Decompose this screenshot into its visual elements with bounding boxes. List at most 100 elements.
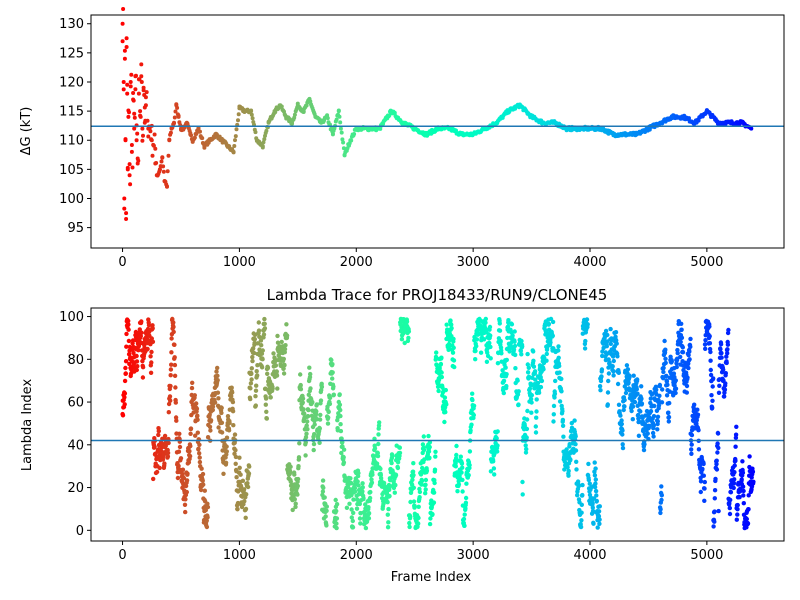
delta-g-point (121, 7, 126, 11)
delta-g-point (159, 159, 164, 164)
lambda-point (463, 500, 469, 505)
delta-g-point (127, 162, 132, 167)
lambda-point (556, 348, 561, 353)
lambda-y-tick-label: 100 (59, 310, 84, 325)
lambda-point (263, 402, 268, 407)
lambda-point (659, 400, 665, 405)
lambda-point (303, 435, 309, 440)
lambda-point (722, 394, 727, 399)
lambda-point (310, 399, 315, 405)
lambda-point (351, 510, 356, 516)
lambda-point (551, 419, 556, 424)
lambda-point (512, 339, 517, 344)
lambda-point (488, 356, 493, 361)
lambda-point (176, 463, 181, 469)
delta-g-y-tick-label: 100 (59, 192, 84, 207)
lambda-point (680, 345, 685, 350)
lambda-point (566, 473, 571, 478)
lambda-point (248, 381, 254, 386)
lambda-point (281, 366, 286, 371)
lambda-point (140, 365, 146, 370)
lambda-point (298, 372, 303, 377)
lambda-point (687, 357, 692, 362)
lambda-point (721, 367, 726, 372)
lambda-point (590, 501, 595, 506)
lambda-point (539, 378, 545, 384)
lambda-point (686, 352, 691, 358)
lambda-point (195, 413, 200, 418)
lambda-point (621, 407, 626, 413)
lambda-point (138, 333, 143, 339)
lambda-point (172, 355, 177, 360)
lambda-point (519, 352, 524, 357)
lambda-point (183, 483, 189, 489)
lambda-point (233, 461, 238, 466)
lambda-point (252, 340, 257, 346)
lambda-plot-frame (90, 307, 785, 542)
lambda-point (168, 373, 173, 378)
lambda-point (287, 470, 293, 475)
lambda-point (263, 396, 269, 401)
lambda-point (535, 380, 541, 386)
delta-g-point (166, 153, 171, 158)
lambda-point (608, 326, 613, 332)
lambda-point (639, 401, 645, 406)
lambda-point (235, 507, 240, 512)
lambda-point (488, 469, 494, 474)
lambda-point (586, 477, 591, 483)
lambda-point (634, 387, 639, 392)
lambda-point (664, 379, 670, 384)
lambda-point (592, 484, 598, 490)
lambda-point (312, 432, 317, 437)
lambda-point (526, 374, 532, 379)
lambda-point (288, 464, 293, 469)
lambda-point (456, 482, 462, 487)
lambda-point (523, 443, 528, 448)
lambda-point (600, 349, 605, 354)
delta-g-point (145, 118, 150, 123)
lambda-point (610, 364, 615, 369)
lambda-point (622, 397, 627, 403)
lambda-point (215, 373, 220, 378)
lambda-point (609, 336, 614, 341)
lambda-point (689, 451, 694, 456)
lambda-point (247, 464, 252, 469)
lambda-point (586, 461, 591, 467)
lambda-point (173, 400, 178, 405)
delta-g-point (198, 129, 202, 134)
lambda-point (412, 504, 417, 509)
lambda-point (372, 446, 378, 451)
lambda-point (205, 504, 211, 510)
lambda-point (551, 403, 557, 409)
lambda-point (533, 430, 539, 435)
lambda-point (256, 320, 261, 325)
delta-g-point (232, 144, 237, 148)
lambda-point (344, 505, 350, 510)
lambda-point (733, 444, 738, 449)
lambda-point (635, 391, 640, 396)
lambda-point (673, 390, 678, 396)
delta-g-point (140, 138, 145, 143)
lambda-point (352, 485, 358, 491)
lambda-point (708, 349, 713, 355)
delta-g-point (249, 112, 254, 117)
lambda-point (215, 365, 220, 371)
delta-g-point (128, 80, 133, 84)
lambda-point (701, 461, 706, 467)
lambda-point (616, 402, 622, 407)
lambda-point (625, 367, 631, 372)
delta-g-point (157, 167, 162, 172)
delta-g-point (412, 126, 417, 131)
lambda-point (506, 318, 511, 323)
delta-g-panel: 0 1000 2000 3000 4000 5000 95 100 105 110 115 120 1… (19, 7, 785, 270)
lambda-point (360, 485, 365, 490)
lambda-point (593, 477, 598, 482)
lambda-point (259, 365, 265, 370)
lambda-point (534, 397, 539, 402)
lambda-point (692, 402, 697, 407)
lambda-point (407, 520, 412, 526)
lambda-point (628, 387, 633, 392)
lambda-y-axis-label: Lambda Index (20, 379, 35, 472)
lambda-point (560, 423, 566, 428)
